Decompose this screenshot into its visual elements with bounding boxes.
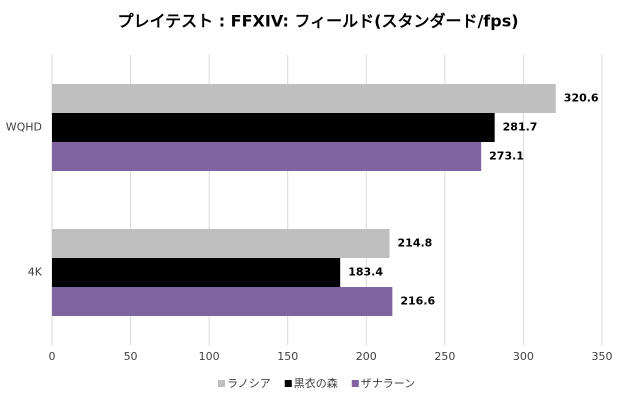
x-tick-label: 300	[513, 350, 534, 363]
bar	[52, 142, 482, 171]
legend-swatch	[284, 380, 292, 387]
bar	[52, 287, 393, 316]
legend-label: ザナラーン	[361, 377, 415, 390]
legend-swatch	[351, 380, 359, 387]
x-tick-label: 200	[356, 350, 377, 363]
legend-label: 黒衣の森	[294, 376, 338, 390]
bar	[52, 229, 390, 258]
value-label: 214.8	[398, 237, 433, 250]
x-tick-label: 0	[49, 350, 56, 363]
chart-title: プレイテスト : FFXIV: フィールド(スタンダード/fps)	[117, 12, 518, 31]
bar	[52, 113, 495, 142]
legend-label: ラノシア	[227, 377, 271, 390]
value-label: 273.1	[489, 150, 524, 163]
y-tick-label: 4K	[28, 266, 43, 279]
x-tick-label: 50	[124, 350, 138, 363]
bar	[52, 258, 341, 287]
bar	[52, 84, 556, 113]
y-tick-label: WQHD	[6, 121, 42, 134]
value-label: 320.6	[564, 92, 599, 105]
x-tick-label: 350	[592, 350, 613, 363]
value-label: 216.6	[400, 295, 435, 308]
legend-swatch	[218, 380, 225, 387]
x-tick-label: 100	[199, 350, 220, 363]
x-tick-label: 250	[434, 350, 455, 363]
x-tick-label: 150	[277, 350, 298, 363]
value-label: 183.4	[348, 266, 383, 279]
value-label: 281.7	[503, 121, 538, 134]
